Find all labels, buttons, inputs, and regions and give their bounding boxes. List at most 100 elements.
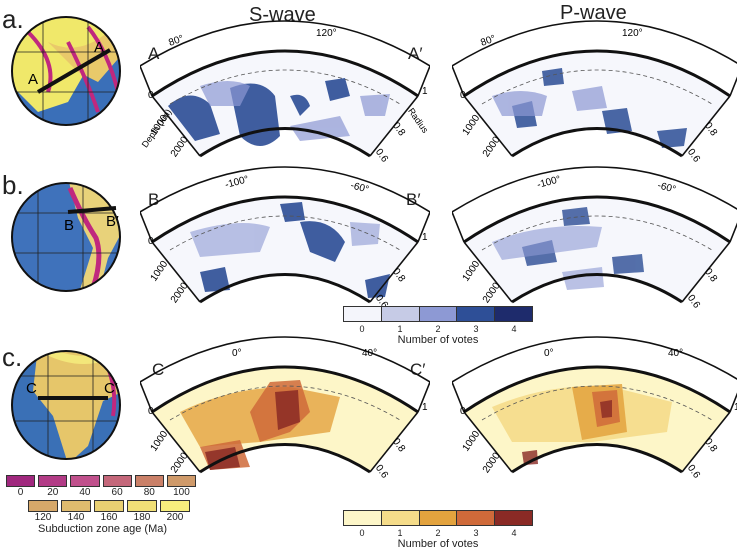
lon-tick-a-p-2: 120° — [622, 28, 643, 39]
lon-tick-a-p-1: 80° — [479, 33, 497, 49]
legend-heat-value-2: 2 — [435, 528, 441, 538]
subduction-row1-value-4: 80 — [143, 487, 155, 498]
legend-blue-value-1: 1 — [397, 324, 403, 334]
subduction-row1-value-1: 20 — [47, 487, 59, 498]
lon-tick-c-p-2: 40° — [668, 348, 683, 359]
subduction-row2-swatch-1 — [61, 500, 91, 512]
globe-b-end: B′ — [106, 213, 119, 230]
legend-heat-swatch-2 — [419, 511, 458, 525]
legend-blue-value-3: 3 — [473, 324, 479, 334]
lon-tick-c-s-1: 0° — [232, 348, 242, 359]
subduction-row1-swatch-3 — [102, 475, 132, 487]
lon-tick-a-s-2: 120° — [316, 28, 337, 39]
subduction-row1-swatch-1 — [38, 475, 68, 487]
subduction-row1-value-3: 60 — [111, 487, 123, 498]
radius-tick-b-1: 1 — [422, 232, 428, 243]
legend-heat-value-4: 4 — [511, 528, 517, 538]
lon-tick-b-p-1: -100° — [536, 174, 562, 191]
legend-subduction-title: Subduction zone age (Ma) — [38, 523, 168, 535]
section-a-s: 80° 120° 0 1000 2000 Depth (km) 1 0.8 0.… — [140, 20, 430, 165]
depth-tick-ap-0: 0 — [460, 90, 466, 101]
radius-tick-a-1: 1 — [422, 86, 428, 97]
radius-tick-cp-1: 1 — [734, 402, 737, 413]
panel-letter-a: a. — [2, 4, 24, 34]
legend-heat-title: Number of votes — [397, 538, 479, 550]
subduction-row1-swatch-4 — [134, 475, 164, 487]
legend-heat: 0 1 2 3 4 Number of votes — [343, 510, 533, 550]
legend-blue-swatch-0 — [344, 307, 382, 321]
depth-tick-a-0: 0 — [148, 90, 154, 101]
subduction-row1-value-5: 100 — [173, 487, 190, 498]
lon-tick-a-s-1: 80° — [167, 33, 185, 49]
globe-c: C C′ — [11, 350, 121, 460]
legend-heat-swatch-0 — [344, 511, 382, 525]
subduction-row1-swatch-5 — [166, 475, 197, 487]
subduction-row2-value-4: 200 — [166, 512, 184, 523]
subduction-row2-value-3: 180 — [133, 512, 151, 523]
depth-tick-cp-1: 1000 — [461, 429, 483, 454]
legend-blue: 0 1 2 3 4 Number of votes — [343, 306, 533, 346]
globe-a-start: A — [28, 71, 38, 88]
legend-heat-value-0: 0 — [359, 528, 365, 538]
lon-tick-b-p-2: -60° — [656, 180, 677, 195]
panel-letter-b: b. — [2, 170, 24, 200]
section-b-s: -100° -60° 0 1000 2000 1 0.8 0.6 — [140, 166, 430, 311]
subduction-row2-value-1: 140 — [67, 512, 85, 523]
profile-end-a: A′ — [408, 44, 423, 63]
profile-start-b: B — [148, 190, 160, 209]
title-s-wave: S-wave — [249, 4, 316, 26]
profile-end-c: C′ — [410, 360, 426, 379]
legend-heat-swatch-3 — [457, 511, 496, 525]
depth-tick-c-0: 0 — [148, 406, 154, 417]
legend-blue-swatch-4 — [495, 307, 532, 321]
depth-tick-cp-0: 0 — [460, 406, 466, 417]
radius-tick-c-1: 1 — [422, 402, 428, 413]
legend-blue-swatch-2 — [419, 307, 458, 321]
globe-b-start: B — [64, 217, 74, 234]
depth-tick-bp-1: 1000 — [461, 259, 483, 284]
legend-blue-swatch-1 — [381, 307, 420, 321]
panel-letter-c: c. — [2, 342, 23, 372]
legend-heat-swatch-1 — [381, 511, 420, 525]
profile-start-a: A — [148, 44, 160, 63]
lon-tick-b-s-2: -60° — [349, 180, 370, 195]
legend-heat-value-3: 3 — [473, 528, 479, 538]
depth-tick-b-1: 1000 — [149, 259, 171, 284]
legend-heat-swatch-4 — [495, 511, 532, 525]
legend-blue-swatch-3 — [457, 307, 496, 321]
depth-tick-ap-1: 1000 — [461, 113, 483, 138]
depth-tick-b-0: 0 — [148, 236, 154, 247]
legend-blue-value-2: 2 — [435, 324, 441, 334]
legend-blue-value-4: 4 — [511, 324, 517, 334]
section-a-p: 80° 120° 0 1000 2000 0.8 0.6 — [452, 20, 737, 165]
subduction-row1-value-2: 40 — [79, 487, 91, 498]
lon-tick-c-p-1: 0° — [544, 348, 554, 359]
lon-tick-c-s-2: 40° — [362, 348, 377, 359]
legend-heat-value-1: 1 — [397, 528, 403, 538]
lon-tick-b-s-1: -100° — [224, 174, 250, 191]
depth-tick-c-1: 1000 — [149, 429, 171, 454]
legend-blue-title: Number of votes — [397, 334, 479, 346]
globe-a-end: A — [94, 39, 104, 56]
depth-label-a: Depth (km) — [140, 107, 173, 149]
subduction-row2-swatch-0 — [28, 500, 58, 512]
globe-a: A A — [11, 16, 121, 126]
radius-label-a: Radius — [406, 106, 430, 135]
globe-c-start: C — [26, 380, 37, 397]
subduction-row2-swatch-2 — [94, 500, 124, 512]
title-p-wave: P-wave — [560, 2, 627, 24]
section-c-p: 0° 40° 0 1000 2000 1 0.8 0.6 — [452, 336, 737, 481]
subduction-row1-value-0: 0 — [17, 487, 24, 498]
subduction-row1-swatch-0 — [6, 475, 36, 487]
legend-subduction: 0 20 40 60 80 100 120 140 160 180 200 Subduction … — [6, 475, 197, 535]
subduction-row1-swatch-2 — [70, 475, 100, 487]
globe-b: B B′ — [11, 182, 121, 292]
subduction-row2-value-0: 120 — [34, 512, 52, 523]
subduction-row2-value-2: 160 — [100, 512, 118, 523]
subduction-row2-swatch-3 — [127, 500, 157, 512]
globe-c-end: C′ — [104, 380, 118, 397]
subduction-row2-swatch-4 — [160, 500, 190, 512]
section-c-s: 0° 40° 0 1000 2000 1 0.8 0.6 — [140, 336, 430, 481]
profile-start-c: C — [152, 360, 165, 379]
legend-blue-value-0: 0 — [359, 324, 365, 334]
